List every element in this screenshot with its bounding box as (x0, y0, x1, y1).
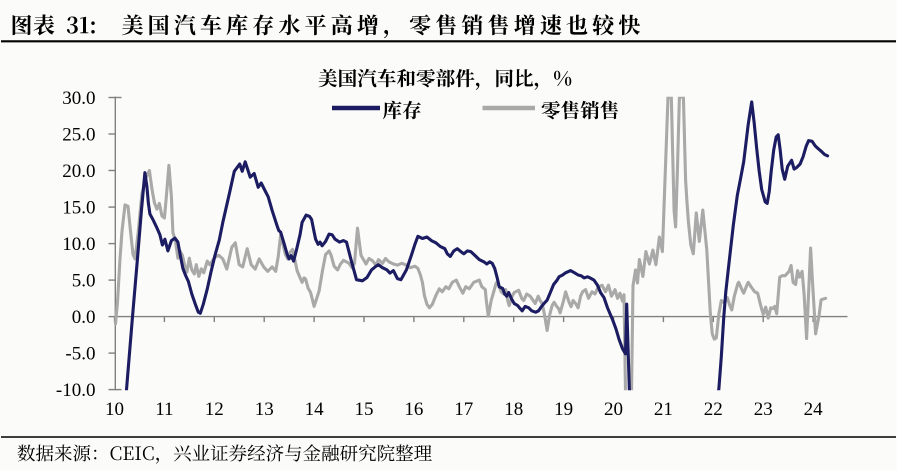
svg-text:18: 18 (504, 399, 523, 420)
svg-text:11: 11 (155, 399, 173, 420)
svg-text:10.0: 10.0 (62, 234, 95, 255)
svg-text:13: 13 (255, 399, 274, 420)
svg-text:10: 10 (105, 399, 124, 420)
svg-text:14: 14 (305, 399, 325, 420)
svg-text:17: 17 (454, 399, 473, 420)
svg-text:-5.0: -5.0 (65, 343, 95, 364)
svg-text:20.0: 20.0 (62, 161, 95, 182)
svg-text:22: 22 (704, 399, 723, 420)
svg-text:30.0: 30.0 (62, 88, 95, 109)
svg-text:5.0: 5.0 (72, 270, 96, 291)
svg-text:23: 23 (754, 399, 773, 420)
svg-text:15.0: 15.0 (62, 197, 95, 218)
svg-text:-10.0: -10.0 (56, 380, 96, 401)
svg-text:12: 12 (205, 399, 224, 420)
svg-text:24: 24 (804, 399, 824, 420)
svg-text:20: 20 (604, 399, 623, 420)
svg-text:25.0: 25.0 (62, 124, 95, 145)
svg-text:16: 16 (404, 399, 423, 420)
svg-text:21: 21 (654, 399, 673, 420)
svg-text:0.0: 0.0 (72, 307, 96, 328)
svg-text:15: 15 (355, 399, 374, 420)
svg-text:19: 19 (554, 399, 573, 420)
